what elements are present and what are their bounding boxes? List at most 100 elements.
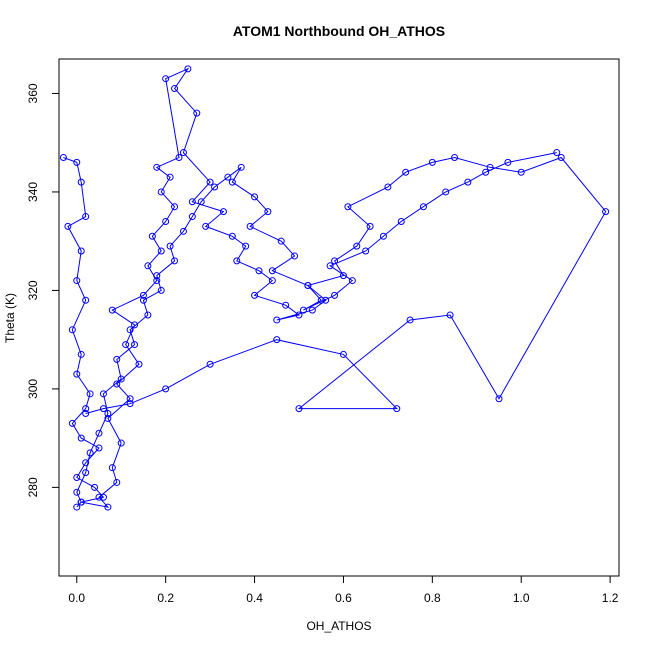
x-axis-label: OH_ATHOS — [306, 619, 371, 633]
data-point — [77, 247, 85, 255]
data-point — [308, 306, 316, 314]
data-point — [246, 222, 254, 230]
data-point — [188, 198, 196, 206]
data-point — [162, 385, 170, 393]
data-point — [446, 311, 454, 319]
data-point — [517, 168, 525, 176]
data-point — [77, 498, 85, 506]
data-point — [299, 306, 307, 314]
data-point — [117, 439, 125, 447]
data-point — [362, 247, 370, 255]
data-point — [73, 503, 81, 511]
series-line — [76, 152, 557, 508]
data-point — [295, 405, 303, 413]
data-point — [291, 252, 299, 260]
data-point — [326, 262, 334, 270]
data-point — [135, 360, 143, 368]
data-point — [277, 237, 285, 245]
data-point — [131, 341, 139, 349]
data-point — [171, 257, 179, 265]
data-point — [73, 158, 81, 166]
data-point — [113, 380, 121, 388]
data-point — [393, 405, 401, 413]
data-point — [482, 168, 490, 176]
data-point — [419, 203, 427, 211]
data-point — [451, 153, 459, 161]
y-tick-label: 280 — [26, 477, 40, 497]
series-1 — [59, 65, 610, 511]
data-point — [162, 75, 170, 83]
data-point — [344, 203, 352, 211]
data-point — [122, 341, 130, 349]
data-point — [73, 474, 81, 482]
data-point — [126, 400, 134, 408]
y-tick-label: 360 — [26, 83, 40, 103]
data-point — [82, 296, 90, 304]
data-point — [86, 390, 94, 398]
plot-frame — [58, 58, 620, 577]
data-point — [104, 410, 112, 418]
data-point — [317, 296, 325, 304]
series-2 — [73, 149, 561, 511]
data-point — [157, 247, 165, 255]
data-point — [139, 291, 147, 299]
data-point — [77, 350, 85, 358]
data-point — [95, 493, 103, 501]
data-point — [442, 188, 450, 196]
data-point — [206, 360, 214, 368]
x-tick-label: 0.4 — [246, 591, 263, 605]
data-point — [153, 272, 161, 280]
data-point — [77, 434, 85, 442]
data-point — [68, 326, 76, 334]
data-point — [557, 153, 565, 161]
data-point — [73, 370, 81, 378]
data-point — [82, 459, 90, 467]
data-point — [282, 301, 290, 309]
data-point — [86, 449, 94, 457]
data-point — [366, 222, 374, 230]
data-point — [242, 242, 250, 250]
data-point — [353, 242, 361, 250]
x-tick-label: 0.0 — [68, 591, 85, 605]
chart-title: ATOM1 Northbound OH_ATHOS — [233, 23, 445, 39]
data-point — [251, 193, 259, 201]
data-point — [264, 208, 272, 216]
data-point — [73, 277, 81, 285]
data-point — [273, 336, 281, 344]
data-point — [139, 296, 147, 304]
data-point — [108, 464, 116, 472]
data-point — [82, 213, 90, 221]
data-point — [602, 208, 610, 216]
data-point — [379, 232, 387, 240]
data-point — [113, 478, 121, 486]
data-point — [402, 168, 410, 176]
data-point — [206, 178, 214, 186]
y-tick-label: 320 — [26, 280, 40, 300]
data-point — [268, 267, 276, 275]
data-point — [148, 232, 156, 240]
data-series — [59, 65, 610, 511]
y-axis: 280 300 320 340 360 — [26, 83, 60, 497]
x-axis: 0.0 0.2 0.4 0.6 0.8 1.0 1.2 — [68, 575, 619, 605]
data-point — [104, 503, 112, 511]
y-axis-label: Theta (K) — [3, 293, 17, 343]
data-point — [166, 173, 174, 181]
data-point — [228, 232, 236, 240]
data-point — [331, 291, 339, 299]
x-tick-label: 1.2 — [602, 591, 619, 605]
data-point — [73, 488, 81, 496]
data-point — [339, 350, 347, 358]
data-point — [428, 158, 436, 166]
data-point — [157, 286, 165, 294]
data-point — [162, 217, 170, 225]
data-point — [95, 429, 103, 437]
data-point — [171, 203, 179, 211]
data-point — [188, 213, 196, 221]
data-point — [99, 493, 107, 501]
data-point — [126, 395, 134, 403]
data-point — [82, 410, 90, 418]
data-point — [175, 153, 183, 161]
data-point — [82, 469, 90, 477]
data-point — [144, 262, 152, 270]
